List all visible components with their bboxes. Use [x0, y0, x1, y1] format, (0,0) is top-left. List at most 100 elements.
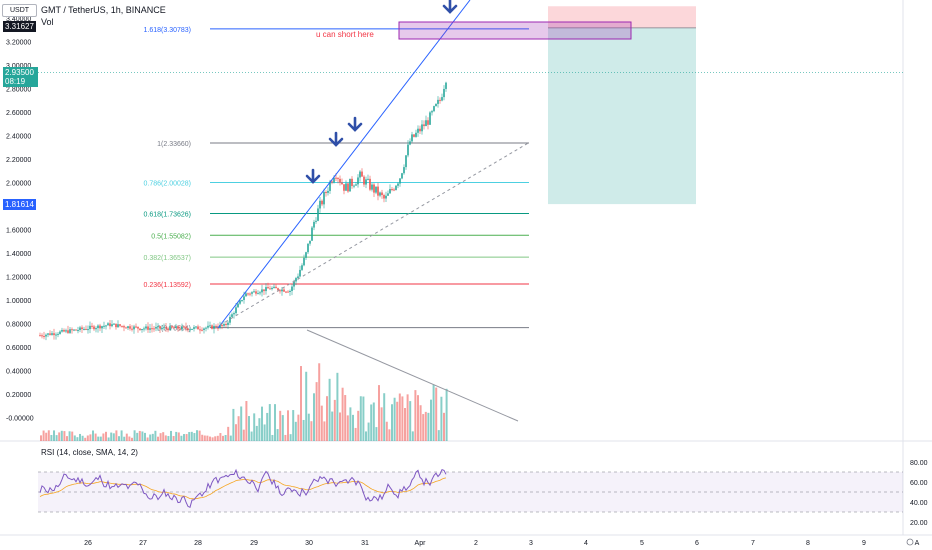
currency-badge[interactable]: USDT [2, 4, 37, 17]
candle-body [351, 178, 353, 186]
volume-bar [136, 432, 139, 441]
rsi-tick: 20.00 [910, 520, 928, 527]
time-tick: 4 [584, 540, 588, 547]
arrow-down-icon[interactable] [328, 131, 344, 147]
settings-gear-icon[interactable] [906, 538, 914, 546]
volume-bar [263, 424, 266, 441]
fib-level-label: 0.5(1.55082) [151, 233, 191, 240]
candle-body [217, 327, 219, 329]
short-zone-annotation[interactable]: u can short here [316, 21, 632, 40]
time-axis[interactable]: 26 27 28 29 30 31 Apr 2 3 4 5 6 7 8 9 A [84, 538, 920, 547]
candle-body [127, 326, 129, 329]
candle-body [341, 182, 343, 185]
candle-body [177, 326, 179, 329]
short-zone-box[interactable] [398, 21, 632, 40]
volume-bar [430, 399, 432, 441]
candle-body [403, 167, 405, 174]
candle-body [135, 326, 137, 328]
candle-body [173, 327, 175, 329]
candle-body [377, 186, 379, 196]
time-tick: Apr [415, 540, 427, 547]
candle-body [311, 227, 313, 241]
candle-body [323, 192, 325, 205]
candle-body [145, 326, 147, 329]
candle-body [153, 328, 155, 330]
volume-bar [99, 436, 102, 441]
take-profit-zone[interactable] [548, 27, 696, 205]
symbol-title[interactable]: GMT / TetherUS, 1h, BINANCE [41, 5, 166, 15]
candle-body [315, 220, 317, 222]
volume-bar [235, 424, 237, 441]
volume-bar [232, 408, 235, 441]
candle-body [157, 326, 159, 328]
volume-bar [154, 430, 157, 441]
short-position-tool[interactable] [38, 6, 903, 205]
fib-level-label: 1(2.33660) [157, 141, 191, 148]
volume-bar [42, 430, 45, 441]
volume-bar [105, 431, 107, 441]
bar-countdown: 08:19 [5, 77, 26, 86]
candle-body [259, 292, 261, 294]
ascending-trend-line[interactable] [217, 0, 471, 329]
candle-body [291, 286, 293, 291]
rsi-legend[interactable]: RSI (14, close, SMA, 14, 2) [41, 448, 138, 457]
candle-body [331, 181, 333, 183]
candle-body [59, 331, 61, 334]
volume-bar [328, 378, 331, 441]
volume-bar [250, 431, 253, 441]
candle-body [191, 328, 193, 330]
candle-body [129, 326, 131, 329]
volume-bar [110, 432, 113, 441]
auto-scale-toggle[interactable]: A [915, 540, 920, 547]
volume-bar [63, 431, 66, 441]
candle-body [307, 243, 309, 253]
arrow-down-icon[interactable] [442, 0, 458, 14]
volume-bar [203, 435, 206, 441]
price-tick: 2.40000 [6, 134, 31, 141]
price-tick: 0.40000 [6, 369, 31, 376]
trend-lines[interactable] [214, 0, 531, 422]
arrow-down-icon[interactable] [305, 168, 321, 184]
volume-bar [55, 435, 58, 441]
candle-body [147, 326, 149, 330]
volume-bar [253, 413, 256, 441]
candle-body [347, 183, 349, 192]
candle-body [271, 287, 273, 290]
candle-body [91, 325, 93, 327]
candle-body [189, 329, 191, 331]
time-tick: 9 [862, 540, 866, 547]
volume-descending-line[interactable] [306, 329, 519, 422]
volume-bar [177, 432, 180, 441]
candle-body [79, 327, 81, 331]
volume-bar [320, 405, 323, 441]
time-tick: 26 [84, 540, 92, 547]
candle-body [275, 286, 277, 289]
volume-bar [151, 433, 154, 441]
candle-body [309, 240, 311, 244]
candle-body [381, 192, 383, 196]
volume-bar [68, 431, 71, 441]
arrow-down-icon[interactable] [347, 116, 363, 132]
candle-body [427, 120, 429, 125]
candle-body [159, 326, 161, 329]
volume-bar [279, 410, 282, 441]
volume-bar [206, 435, 209, 441]
candle-body [285, 291, 287, 293]
volume-bar [40, 435, 42, 441]
candle-body [137, 326, 139, 329]
dashed-support-line[interactable] [214, 141, 531, 329]
volume-legend[interactable]: Vol [41, 17, 54, 27]
volume-bar [157, 436, 159, 441]
volume-bar [313, 393, 315, 441]
volume-bar [112, 433, 115, 441]
candle-body [299, 269, 301, 277]
time-tick: 29 [250, 540, 258, 547]
candle-body [47, 333, 49, 335]
arrow-markers[interactable] [305, 0, 458, 184]
candle-body [337, 178, 339, 180]
candle-body [233, 313, 235, 315]
candle-body [43, 336, 45, 338]
volume-bar [144, 432, 146, 441]
candle-body [263, 289, 265, 292]
